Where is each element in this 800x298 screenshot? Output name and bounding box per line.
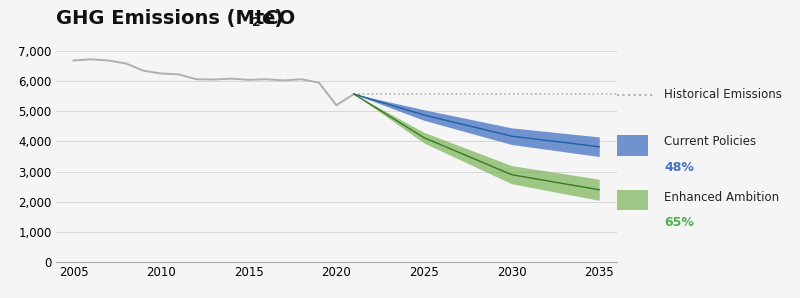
Text: 65%: 65% <box>664 216 694 229</box>
Text: Current Policies: Current Policies <box>664 135 756 148</box>
Point <box>612 93 622 97</box>
Text: Enhanced Ambition: Enhanced Ambition <box>664 191 779 204</box>
FancyBboxPatch shape <box>617 190 648 210</box>
Text: e): e) <box>262 9 284 28</box>
Point <box>650 93 660 97</box>
Text: Historical Emissions: Historical Emissions <box>664 88 782 101</box>
FancyBboxPatch shape <box>617 135 648 156</box>
Text: 48%: 48% <box>664 161 694 174</box>
Text: GHG Emissions (MtCO: GHG Emissions (MtCO <box>56 9 295 28</box>
Text: 2: 2 <box>252 16 261 30</box>
